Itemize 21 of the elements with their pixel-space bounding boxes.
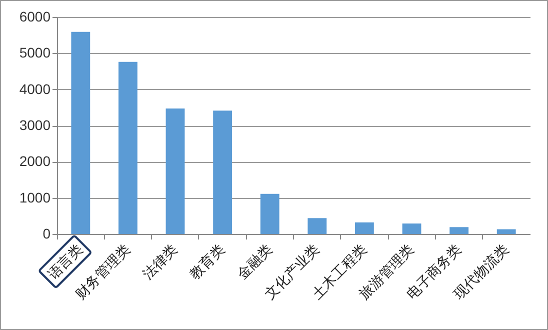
bar: [308, 218, 327, 234]
x-tick-label: 金融类: [234, 241, 275, 282]
x-tick-label: 教育类: [186, 241, 228, 282]
bar: [166, 108, 185, 234]
y-tick-label: 4000: [19, 80, 51, 97]
y-tick-label: 0: [42, 226, 51, 242]
bar: [71, 32, 90, 234]
y-tick-label: 1000: [19, 189, 51, 206]
bar: [354, 222, 374, 234]
x-tick-label: 法律类: [139, 241, 180, 282]
bar: [213, 110, 232, 234]
bar: [402, 224, 422, 234]
y-tick-label: 6000: [19, 8, 51, 24]
y-tick-label: 3000: [19, 117, 51, 133]
bar: [118, 62, 138, 234]
bar: [260, 194, 280, 234]
bar: [496, 229, 516, 234]
y-tick-label: 2000: [19, 153, 51, 170]
y-tick-label: 5000: [19, 44, 51, 61]
bar: [450, 227, 469, 234]
x-tick-label: 语言类: [44, 241, 86, 282]
